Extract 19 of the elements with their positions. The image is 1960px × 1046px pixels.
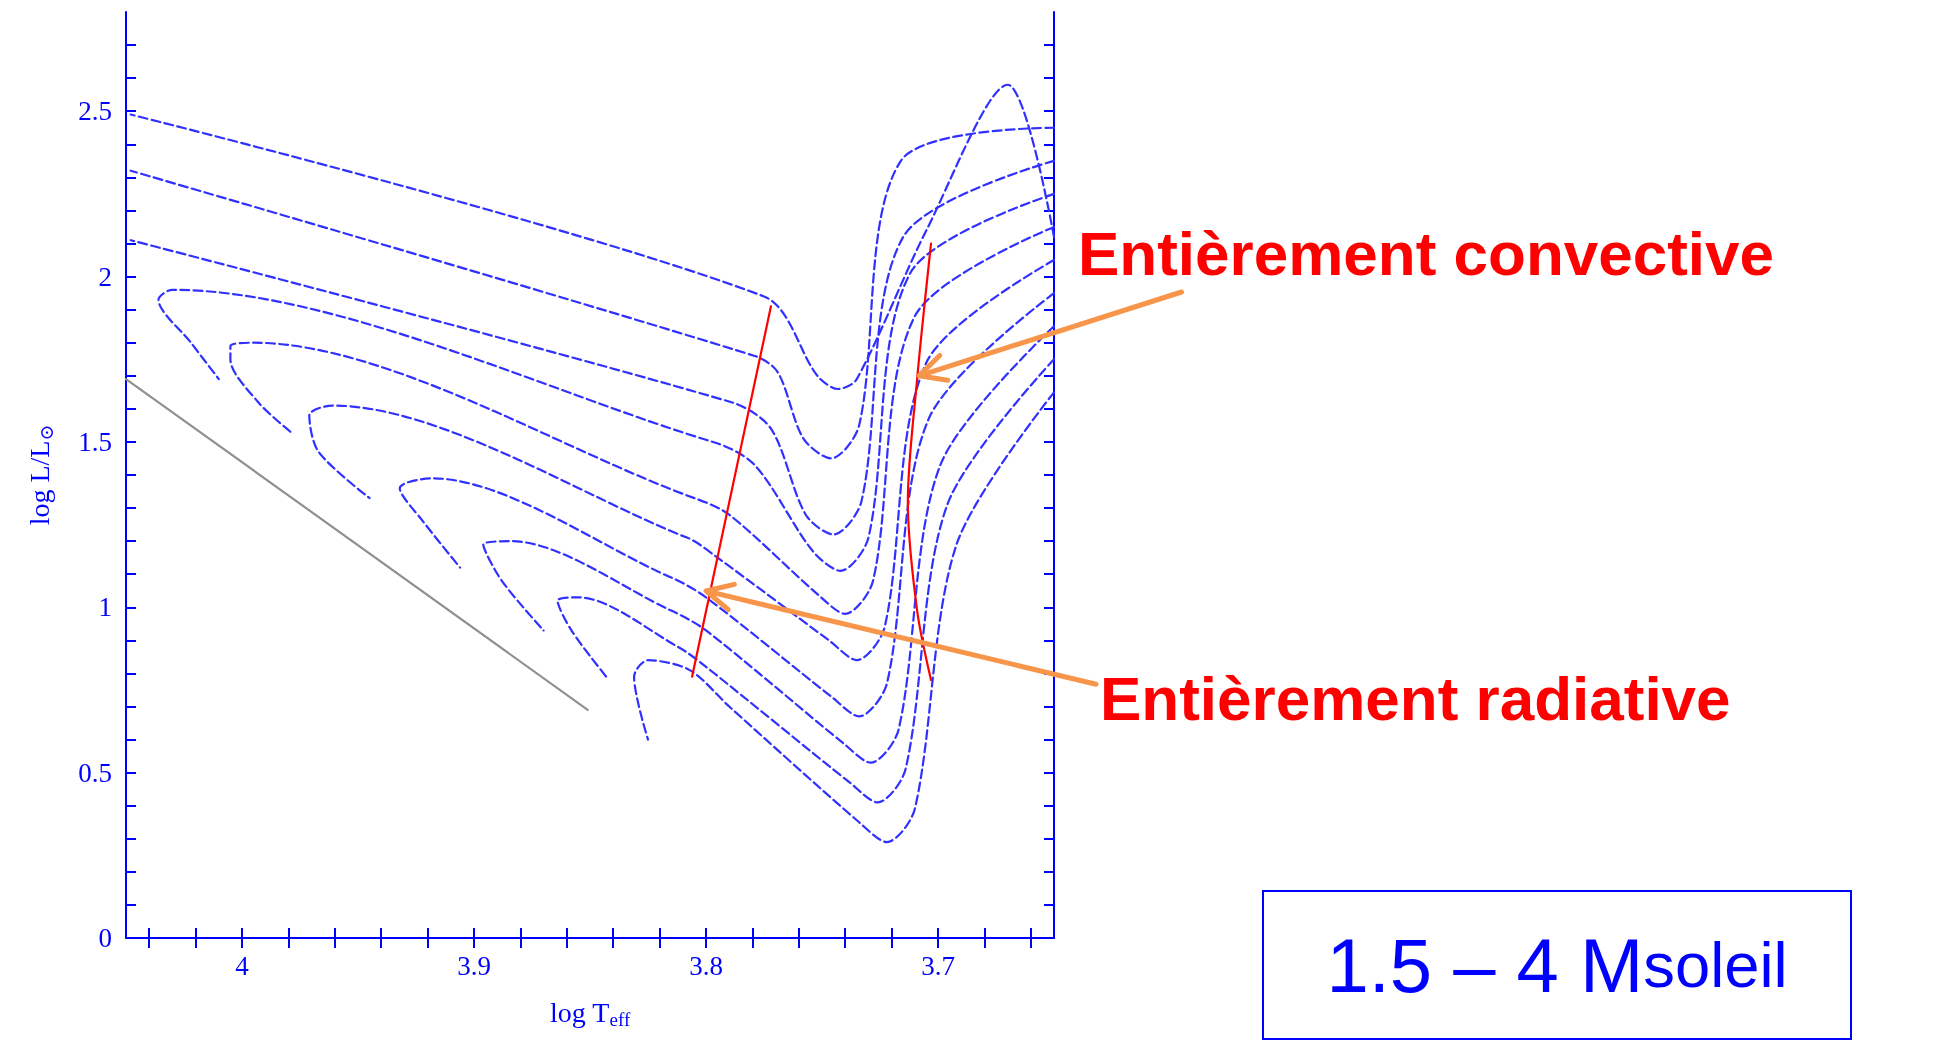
y-tick-label: 1 (98, 592, 112, 623)
line-series (906, 242, 933, 682)
line-series (556, 358, 1056, 804)
y-tick-label: 2 (98, 261, 112, 292)
x-tick-label: 3.7 (921, 950, 955, 981)
line-series (482, 325, 1056, 764)
x-tick-label: 4 (235, 950, 250, 981)
y-axis-title: log L/L⊙ (24, 424, 57, 526)
x-tick-label: 3.9 (457, 950, 491, 981)
y-tick-label: 0 (98, 923, 112, 953)
y-tick-label: 1.5 (78, 426, 112, 457)
y-tick-label: 0.5 (78, 757, 112, 788)
line-series (398, 292, 1056, 718)
line-series (308, 258, 1056, 662)
y-tick-label: 2.5 (78, 96, 112, 127)
line-series (632, 391, 1056, 844)
annotation: Entièrement convective (1078, 218, 1775, 288)
annotation: Entièrement radiative (1100, 663, 1731, 733)
x-tick-label: 3.8 (689, 950, 723, 981)
